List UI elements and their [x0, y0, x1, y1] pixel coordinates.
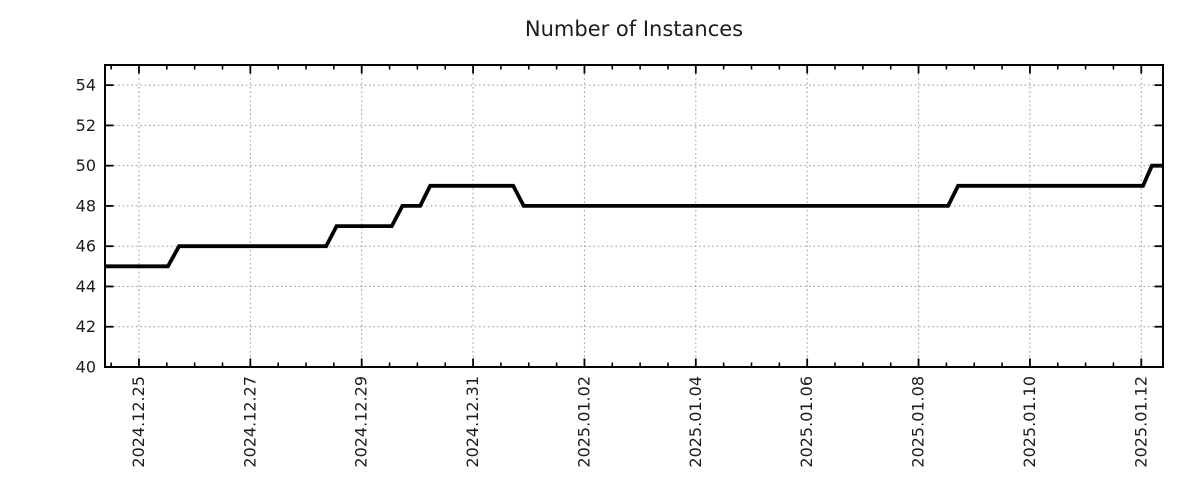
y-tick-label: 46 [76, 237, 96, 256]
y-tick-label: 40 [76, 358, 96, 377]
chart-title: Number of Instances [524, 17, 744, 41]
y-tick-label: 52 [76, 116, 96, 135]
series-line [105, 163, 1163, 269]
x-tick-label: 2024.12.27 [240, 376, 259, 468]
x-tick-label: 2025.01.08 [909, 376, 928, 468]
x-tick-label: 2024.12.25 [129, 376, 148, 468]
y-tick-label: 42 [76, 317, 96, 336]
plot-border [104, 64, 1164, 368]
x-tick-label: 2024.12.31 [463, 376, 482, 468]
x-tick-label: 2025.01.02 [574, 376, 593, 468]
x-tick-label: 2025.01.04 [686, 376, 705, 468]
y-tick-label: 44 [76, 277, 96, 296]
y-tick-label: 54 [76, 76, 96, 95]
x-tick-label: 2024.12.29 [352, 376, 371, 468]
x-tick-label: 2025.01.10 [1020, 376, 1039, 468]
x-tick-label: 2025.01.12 [1131, 376, 1150, 468]
y-tick-label: 50 [76, 156, 96, 175]
y-tick-label: 48 [76, 196, 96, 215]
x-tick-label: 2025.01.06 [797, 376, 816, 468]
